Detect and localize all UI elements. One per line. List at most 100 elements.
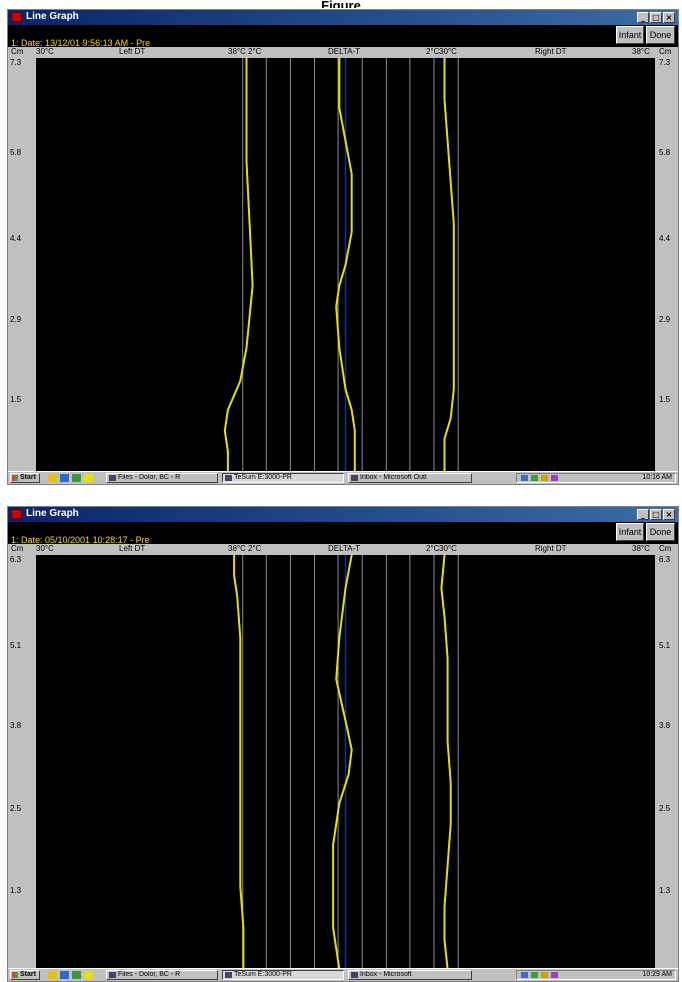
minimize-button[interactable]: _	[637, 12, 649, 23]
desktop-icon[interactable]	[72, 474, 81, 482]
delta-scale-max: 2°C	[426, 544, 440, 553]
column-headers: Cm 30°C Left DT 38°C 2°C DELTA-T 2°C 30°…	[8, 47, 678, 58]
close-button[interactable]: ×	[663, 12, 675, 23]
depth-label-right: 5.1	[659, 641, 671, 650]
taskbar-item[interactable]: Files - Dolor, BC - R	[106, 970, 218, 980]
right-trace	[440, 555, 452, 969]
right-scale-min: 30°C	[439, 544, 457, 553]
volume-icon[interactable]	[531, 972, 538, 978]
delta-scale-min: 2°C	[248, 47, 262, 56]
delta-trace	[335, 58, 356, 472]
depth-label-left: 2.5	[10, 804, 22, 813]
folder-icon[interactable]	[48, 971, 57, 979]
left-scale-min: 30°C	[36, 544, 54, 553]
thermal-chart	[223, 58, 459, 472]
window-title: Line Graph	[26, 508, 79, 519]
browser-icon[interactable]	[60, 474, 69, 482]
window-title: Line Graph	[26, 11, 79, 22]
system-tray: 10:16 AM	[516, 473, 676, 483]
delta-trace	[332, 555, 353, 969]
maximize-button[interactable]: □	[650, 509, 662, 520]
right-dt-label: Right DT	[535, 544, 567, 553]
clock: 10:29 AM	[642, 971, 672, 978]
cm-label-right: Cm	[659, 47, 672, 56]
title-bar[interactable]: Line Graph _ □ ×	[8, 10, 678, 25]
done-button[interactable]: Done	[646, 26, 675, 44]
depth-label-right: 7.3	[659, 58, 671, 67]
taskbar-item[interactable]: Files - Dolor, BC - R	[106, 473, 218, 483]
cm-label: Cm	[11, 544, 24, 553]
start-button[interactable]: Start	[10, 473, 40, 483]
depth-label-left: 6.3	[10, 555, 22, 564]
left-scale-max: 38°C	[228, 47, 246, 56]
antivirus-icon[interactable]	[541, 475, 548, 481]
app-shortcut-icon[interactable]	[84, 971, 93, 979]
taskbar-item-active[interactable]: TeSum E:3000-PR	[222, 473, 344, 483]
depth-label-left: 7.3	[10, 58, 22, 67]
maximize-button[interactable]: □	[650, 12, 662, 23]
thermal-plot	[36, 555, 655, 969]
left-trace	[233, 555, 245, 969]
line-graph-window: Line Graph _ □ × 1: Date: 13/12/01 9:56:…	[7, 9, 679, 485]
taskbar: Start Files - Dolor, BC - R TeSum E:3000…	[8, 968, 678, 981]
depth-label-left: 5.1	[10, 641, 22, 650]
antivirus-icon[interactable]	[541, 972, 548, 978]
session-date: 1: Date: 05/10/2001 10:28:17 - Pre	[11, 535, 150, 545]
close-button[interactable]: ×	[663, 509, 675, 520]
depth-label-right: 6.3	[659, 555, 671, 564]
depth-label-right: 2.9	[659, 315, 671, 324]
left-dt-label: Left DT	[119, 47, 146, 56]
system-tray: 10:29 AM	[516, 970, 676, 980]
taskbar-item[interactable]: Inbox - Microsoft	[348, 970, 472, 980]
network-icon[interactable]	[521, 475, 528, 481]
column-headers: Cm 30°C Left DT 38°C 2°C DELTA-T 2°C 30°…	[8, 544, 678, 555]
right-trace	[443, 58, 455, 472]
browser-icon[interactable]	[60, 971, 69, 979]
right-dt-label: Right DT	[535, 47, 567, 56]
taskbar: Start Files - Dolor, BC - R TeSum E:3000…	[8, 471, 678, 484]
depth-label-right: 3.8	[659, 721, 671, 730]
clock: 10:16 AM	[642, 474, 672, 481]
depth-label-left: 4.4	[10, 234, 22, 243]
figure-title: Figure	[321, 0, 361, 8]
desktop-icon[interactable]	[72, 971, 81, 979]
info-bar: 1: Date: 13/12/01 9:56:13 AM - Pre Infan…	[8, 25, 678, 48]
tray-app-icon[interactable]	[551, 475, 558, 481]
left-trace	[223, 58, 254, 472]
delta-t-label: DELTA-T	[328, 544, 361, 553]
taskbar-item[interactable]: Inbox - Microsoft Outl	[348, 473, 472, 483]
tray-app-icon[interactable]	[551, 972, 558, 978]
app-shortcut-icon[interactable]	[84, 474, 93, 482]
delta-scale-max: 2°C	[426, 47, 440, 56]
depth-label-left: 3.8	[10, 721, 22, 730]
left-dt-label: Left DT	[119, 544, 146, 553]
done-button[interactable]: Done	[646, 523, 675, 541]
depth-label-left: 1.3	[10, 886, 22, 895]
thermal-plot	[36, 58, 655, 472]
depth-label-right: 2.5	[659, 804, 671, 813]
left-scale-min: 30°C	[36, 47, 54, 56]
taskbar-item-active[interactable]: TeSum E:3000-PR	[222, 970, 344, 980]
right-scale-min: 30°C	[439, 47, 457, 56]
infant-button[interactable]: Infant	[616, 26, 644, 44]
depth-label-left: 5.8	[10, 148, 22, 157]
folder-icon[interactable]	[48, 474, 57, 482]
left-scale-max: 38°C	[228, 544, 246, 553]
network-icon[interactable]	[521, 972, 528, 978]
delta-scale-min: 2°C	[248, 544, 262, 553]
start-button[interactable]: Start	[10, 970, 40, 980]
infant-button[interactable]: Infant	[616, 523, 644, 541]
depth-label-left: 2.9	[10, 315, 22, 324]
depth-label-right: 1.3	[659, 886, 671, 895]
line-graph-window: Line Graph _ □ × 1: Date: 05/10/2001 10:…	[7, 506, 679, 982]
minimize-button[interactable]: _	[637, 509, 649, 520]
title-bar[interactable]: Line Graph _ □ ×	[8, 507, 678, 522]
depth-label-right: 5.8	[659, 148, 671, 157]
right-scale-max: 38°C	[632, 47, 650, 56]
depth-label-left: 1.5	[10, 395, 22, 404]
cm-label-right: Cm	[659, 544, 672, 553]
delta-t-label: DELTA-T	[328, 47, 361, 56]
depth-label-right: 1.5	[659, 395, 671, 404]
session-date: 1: Date: 13/12/01 9:56:13 AM - Pre	[11, 38, 151, 48]
volume-icon[interactable]	[531, 475, 538, 481]
